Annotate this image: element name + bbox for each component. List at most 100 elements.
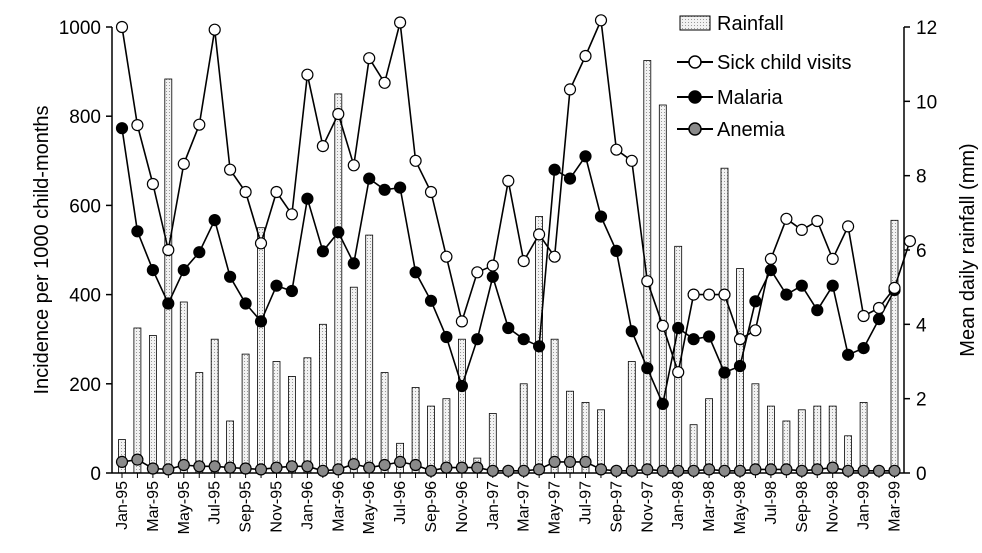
anemia-point xyxy=(332,463,345,476)
malaria-point xyxy=(594,210,608,223)
sick-visits-point xyxy=(347,159,360,172)
sick-visits-point xyxy=(749,324,762,337)
sick-visits-line xyxy=(121,17,911,376)
anemia-point xyxy=(131,453,144,466)
anemia-point xyxy=(579,455,592,468)
anemia-point xyxy=(440,461,453,474)
right-y-tick-label: 0 xyxy=(916,464,927,485)
sick-visits-point xyxy=(594,14,608,27)
sick-visits-point xyxy=(563,83,577,96)
rainfall-bar xyxy=(241,353,250,474)
left-y-tick-label: 1000 xyxy=(59,18,101,39)
sick-visits-point xyxy=(641,275,654,288)
malaria-point xyxy=(347,257,360,270)
malaria-point xyxy=(486,270,499,283)
malaria-point xyxy=(563,172,577,185)
sick-visits-point xyxy=(424,185,438,199)
anemia-point xyxy=(378,458,391,472)
rainfall-bar xyxy=(797,409,806,474)
anemia-point xyxy=(316,464,329,477)
anemia-point xyxy=(270,461,283,474)
rainfall-bar xyxy=(380,372,389,474)
rainfall-bar xyxy=(813,405,822,474)
x-tick-label: May-98 xyxy=(732,481,749,534)
x-tick-label: Jul-98 xyxy=(763,481,780,525)
rainfall-bar xyxy=(457,338,466,474)
malaria-point xyxy=(394,181,407,194)
x-tick-label: Jul-96 xyxy=(392,481,409,525)
anemia-point xyxy=(177,458,190,472)
sick-visits-point xyxy=(224,163,237,176)
sick-visits-point xyxy=(702,288,716,301)
sick-visits-point xyxy=(764,252,778,265)
axes-ticks: 0 200 400 600 800 1000 0 2 4 6 8 10 12 Jan-95 Mar-95 Ma… xyxy=(59,18,937,534)
sick-visits-point xyxy=(162,243,175,257)
sick-visits-point xyxy=(903,235,917,248)
anemia-point xyxy=(285,460,298,473)
right-y-tick-label: 8 xyxy=(916,167,927,188)
anemia-point xyxy=(146,462,159,475)
malaria-point xyxy=(517,333,530,346)
series-markers xyxy=(115,14,917,477)
rainfall-bar xyxy=(334,93,343,474)
x-tick-label: Sep-98 xyxy=(794,481,811,533)
rainfall-bar xyxy=(427,405,435,474)
right-y-tick-label: 10 xyxy=(916,92,937,113)
malaria-point xyxy=(610,244,623,257)
x-tick-label: Jul-97 xyxy=(578,481,595,525)
sick-visits-point xyxy=(301,68,314,81)
legend-malaria-marker xyxy=(688,90,702,104)
anemia-point xyxy=(857,464,870,477)
malaria-point xyxy=(455,379,468,393)
anemia-point xyxy=(841,464,855,477)
sick-visits-point xyxy=(579,49,592,63)
sick-visits-point xyxy=(363,52,376,65)
malaria-point xyxy=(254,315,268,328)
anemia-point xyxy=(548,455,561,468)
anemia-point xyxy=(363,461,376,474)
sick-visits-point xyxy=(656,319,669,332)
malaria-point xyxy=(208,214,221,227)
malaria-point xyxy=(424,294,438,307)
left-y-tick-label: 0 xyxy=(90,464,101,485)
anemia-point xyxy=(502,464,515,477)
sick-visits-point xyxy=(285,208,298,221)
anemia-point xyxy=(625,464,638,477)
rainfall-bar xyxy=(658,104,667,474)
anemia-point xyxy=(486,464,499,477)
malaria-point xyxy=(780,288,793,301)
anemia-point xyxy=(424,464,438,477)
malaria-point xyxy=(224,270,237,283)
sick-visits-point xyxy=(131,118,144,132)
rainfall-bar xyxy=(627,361,636,474)
sick-visits-point xyxy=(193,118,206,131)
rainfall-bar xyxy=(859,401,868,474)
anemia-point xyxy=(162,463,175,476)
rainfall-bar xyxy=(164,78,173,474)
x-tick-label: Nov-95 xyxy=(269,481,286,533)
rainfall-bar xyxy=(519,383,528,474)
legend-malaria-label: Malaria xyxy=(717,87,783,109)
anemia-point xyxy=(394,455,407,468)
left-y-axis-title: Incidence per 1000 child-months xyxy=(31,105,53,394)
right-y-tick-label: 4 xyxy=(916,315,927,336)
x-tick-label: Jul-95 xyxy=(207,481,224,525)
malaria-point xyxy=(409,266,422,279)
malaria-point xyxy=(656,397,669,410)
sick-visits-point xyxy=(888,281,901,294)
right-y-tick-label: 12 xyxy=(916,18,937,39)
sick-visits-point xyxy=(687,288,700,301)
legend-anemia-marker xyxy=(688,122,702,136)
sick-visits-point xyxy=(672,366,685,379)
malaria-point xyxy=(285,284,298,298)
anemia-point xyxy=(780,463,793,476)
sick-visits-point xyxy=(332,107,345,121)
malaria-point xyxy=(363,172,376,185)
malaria-point xyxy=(440,330,453,344)
malaria-point xyxy=(795,279,808,292)
x-tick-label: Mar-98 xyxy=(701,481,718,532)
malaria-line xyxy=(121,128,896,407)
sick-visits-point xyxy=(502,174,515,187)
left-y-tick-label: 600 xyxy=(69,196,101,217)
